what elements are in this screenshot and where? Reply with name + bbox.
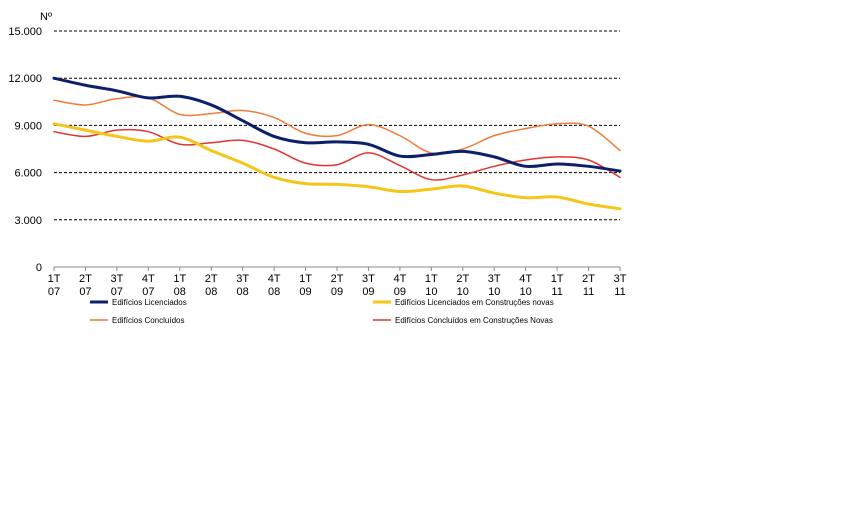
x-tick-label-quarter: 3T xyxy=(236,273,249,285)
series-group xyxy=(52,76,622,211)
series-line-1 xyxy=(52,76,622,173)
x-tick-label-quarter: 4T xyxy=(393,273,406,285)
y-axis-ticks: 0 3.000 6.000 9.000 12.000 15.000 xyxy=(8,26,42,274)
x-tick-label-quarter: 1T xyxy=(551,273,564,285)
x-tick-label-quarter: 4T xyxy=(142,273,155,285)
series-line-4 xyxy=(53,128,621,181)
x-tick-label-quarter: 2T xyxy=(205,273,218,285)
series-line-2 xyxy=(52,122,622,211)
x-tick-label-year: 08 xyxy=(205,286,217,298)
x-tick-label-quarter: 3T xyxy=(110,273,123,285)
x-tick-label-quarter: 3T xyxy=(488,273,501,285)
legend: Edifícios Licenciados Edifícios Licenciad… xyxy=(90,298,554,325)
x-tick-label-year: 09 xyxy=(331,286,343,298)
x-tick-label-year: 09 xyxy=(394,286,406,298)
x-tick-label-year: 07 xyxy=(48,286,60,298)
x-tick-label-year: 11 xyxy=(614,286,625,298)
y-tick-label: 12.000 xyxy=(8,73,42,85)
gridlines xyxy=(54,30,620,221)
y-axis-label: Nº xyxy=(40,11,52,23)
x-tick-label-year: 10 xyxy=(488,286,500,298)
x-tick-label-quarter: 4T xyxy=(268,273,281,285)
x-tick-label-year: 07 xyxy=(142,286,154,298)
legend-label: Edifícios Licenciados xyxy=(112,298,187,307)
x-tick-label-year: 08 xyxy=(174,286,186,298)
x-tick-label-quarter: 2T xyxy=(79,273,92,285)
x-tick-label-year: 10 xyxy=(457,286,469,298)
legend-label: Edifícios Licenciados em Construções nov… xyxy=(395,298,554,307)
x-tick-label-quarter: 3T xyxy=(614,273,627,285)
x-tick-label-quarter: 2T xyxy=(582,273,595,285)
x-tick-label-quarter: 4T xyxy=(519,273,532,285)
x-tick-label-year: 10 xyxy=(520,286,532,298)
x-tick-label-year: 08 xyxy=(268,286,280,298)
x-axis: 1T072T073T074T071T082T083T084T081T092T09… xyxy=(48,266,627,298)
legend-label: Edifícios Concluídos xyxy=(112,316,184,325)
x-tick-label-year: 10 xyxy=(425,286,437,298)
y-tick-label: 0 xyxy=(36,262,42,274)
x-tick-label-year: 11 xyxy=(583,286,594,298)
legend-label: Edifícios Concluídos em Construções Nova… xyxy=(395,316,553,325)
x-tick-label-quarter: 1T xyxy=(48,273,61,285)
x-tick-label-year: 07 xyxy=(111,286,123,298)
y-tick-label: 6.000 xyxy=(14,168,42,180)
x-tick-label-year: 07 xyxy=(79,286,91,298)
y-tick-label: 9.000 xyxy=(14,120,42,132)
x-tick-label-quarter: 3T xyxy=(362,273,375,285)
x-tick-label-quarter: 1T xyxy=(299,273,312,285)
x-tick-label-year: 11 xyxy=(551,286,562,298)
x-tick-label-quarter: 2T xyxy=(331,273,344,285)
y-tick-label: 15.000 xyxy=(8,26,42,38)
x-tick-label-year: 09 xyxy=(362,286,374,298)
y-tick-label: 3.000 xyxy=(14,215,42,227)
x-tick-label-quarter: 1T xyxy=(173,273,186,285)
x-tick-label-quarter: 1T xyxy=(425,273,438,285)
x-tick-label-year: 08 xyxy=(237,286,249,298)
x-tick-label-year: 09 xyxy=(299,286,311,298)
x-tick-label-quarter: 2T xyxy=(456,273,469,285)
